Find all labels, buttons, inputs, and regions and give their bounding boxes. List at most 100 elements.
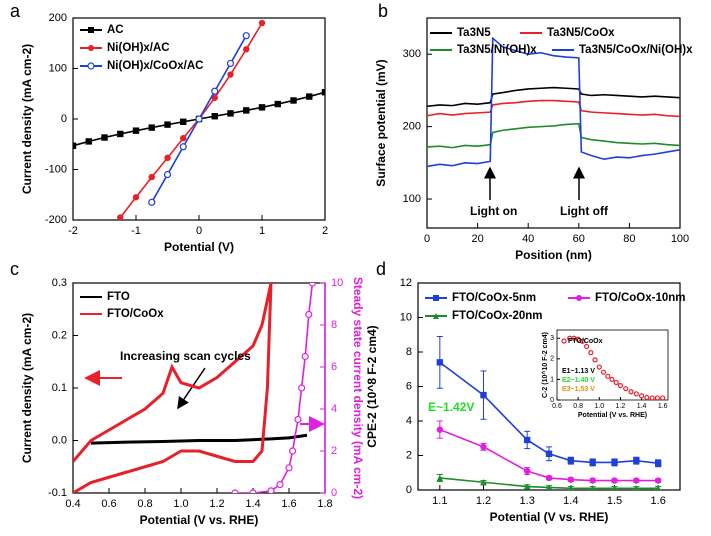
marker: [101, 134, 108, 141]
marker: [588, 350, 594, 356]
marker: [655, 485, 661, 490]
panel-letter: d: [376, 259, 386, 279]
marker: [249, 489, 257, 493]
annotation: E2~1.40 V: [562, 377, 595, 384]
marker: [623, 386, 629, 392]
x-tick-label: 0.8: [573, 403, 583, 410]
x-tick-label: 1: [259, 225, 265, 237]
annotation: E~1.42V: [428, 400, 474, 414]
marker: [567, 476, 575, 483]
marker: [660, 395, 666, 400]
x-axis-label: Potential (V vs. RHE): [578, 412, 647, 419]
x-tick-label: 1.0: [594, 403, 604, 410]
x-tick-label: 2: [322, 225, 328, 237]
marker: [226, 59, 235, 68]
y2-tick-label: 0: [331, 487, 337, 499]
marker: [211, 113, 218, 120]
marker: [576, 295, 582, 301]
marker: [654, 460, 662, 467]
y2-tick-label: 6: [331, 361, 337, 373]
series-line: [427, 36, 680, 168]
marker: [567, 457, 575, 464]
marker: [609, 376, 615, 383]
marker: [654, 477, 662, 484]
x-axis-label: Potential (V): [164, 240, 234, 254]
x-tick-label: 1.4: [563, 495, 578, 507]
marker: [596, 364, 602, 370]
y-axis-label: Surface potential (mV): [374, 59, 388, 186]
x-tick-label: 1.2: [476, 495, 491, 507]
marker: [164, 154, 171, 162]
series-group: [73, 283, 316, 493]
marker: [545, 450, 553, 457]
marker: [301, 352, 309, 361]
marker: [545, 474, 553, 482]
y-tick-label: 0.0: [52, 434, 67, 446]
legend-label: FTO/CoOx-10nm: [595, 292, 686, 304]
legend-label: Ta3N5: [457, 27, 491, 39]
marker: [85, 138, 92, 145]
marker: [433, 313, 439, 319]
x-tick-label: 100: [671, 233, 689, 245]
legend-label: FTO/CoOx: [568, 338, 603, 345]
marker: [211, 94, 218, 101]
x-axis-label: Position (nm): [515, 248, 592, 262]
x-tick-label: 1.2: [209, 498, 224, 510]
y-tick-label: 300: [403, 48, 421, 60]
y-tick-label: 8: [406, 346, 412, 358]
marker: [523, 467, 531, 475]
series-group: [427, 36, 680, 168]
plot-frame: [426, 17, 681, 229]
marker: [613, 379, 619, 386]
x-tick-label: 0.6: [101, 498, 116, 510]
y-tick-label: 6: [406, 380, 412, 392]
x-tick-label: 20: [471, 233, 483, 245]
x-axis-label: Potential (V vs. RHE): [140, 513, 259, 527]
marker: [583, 343, 590, 350]
marker: [305, 310, 313, 319]
marker: [611, 477, 618, 484]
marker: [132, 127, 140, 134]
series-line: [427, 99, 680, 118]
x-tick-label: 0.6: [552, 403, 562, 410]
y-axis-label: C-2 (10^10 F-2 cm4): [541, 332, 549, 398]
plot-frame: [556, 329, 669, 401]
y2-tick-label: 10: [331, 277, 343, 289]
marker: [436, 426, 444, 433]
x-tick-label: 0: [424, 233, 430, 245]
y-tick-label: 100: [403, 193, 421, 205]
marker: [180, 118, 187, 125]
marker: [433, 295, 439, 301]
marker: [211, 87, 219, 95]
arrow: [177, 367, 206, 410]
x-tick-label: 1.6: [651, 495, 666, 507]
x-tick-label: 0: [196, 225, 202, 237]
legend-label: FTO/CoOx-5nm: [452, 292, 536, 304]
marker: [179, 143, 187, 151]
x-tick-label: 1.6: [281, 498, 296, 510]
marker: [88, 45, 94, 51]
marker: [290, 97, 297, 104]
series-line: [427, 86, 680, 108]
annotation: Light on: [470, 204, 517, 218]
marker: [561, 338, 567, 344]
marker: [276, 481, 284, 489]
marker: [654, 395, 661, 400]
marker: [227, 110, 234, 117]
panel-letter: b: [378, 1, 388, 21]
y-tick-label: -0.1: [48, 487, 67, 499]
marker: [294, 415, 302, 424]
marker: [649, 395, 655, 400]
series-line: [90, 433, 308, 445]
x-tick-label: 1.8: [317, 498, 332, 510]
y-tick-label: 0: [406, 484, 412, 496]
y-tick-label: 200: [403, 121, 421, 133]
marker: [148, 124, 155, 131]
y2-axis-label: Steady state current density (mA cm-2): [351, 277, 365, 499]
marker: [480, 479, 487, 486]
marker: [590, 485, 596, 490]
x-tick-label: 1.5: [607, 495, 622, 507]
marker: [258, 104, 266, 111]
marker: [148, 198, 156, 206]
legend-label: Ta3N5/CoOx/Ni(OH)x: [579, 44, 693, 56]
